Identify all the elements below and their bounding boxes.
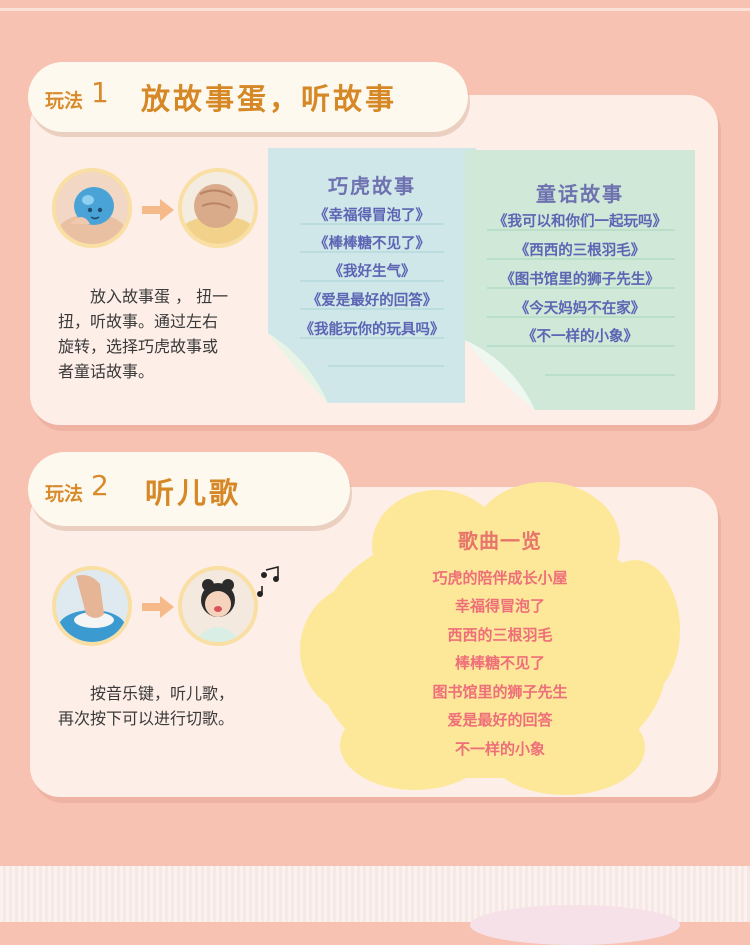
story-egg-photo [52, 168, 132, 248]
section1-number: 1 [91, 76, 109, 109]
section2-title: 听儿歌 [145, 476, 242, 510]
section1-description-line: 扭，听故事。通过左右 [58, 312, 219, 331]
section2-description-line: 按音乐键，听儿歌， [90, 684, 235, 703]
story-item: 《我能玩你的玩具吗》 [299, 322, 445, 338]
music-button-photo [52, 566, 132, 646]
story-item: 《幸福得冒泡了》 [314, 208, 430, 224]
section2-label: 玩法 [45, 483, 84, 505]
story-item: 《棒棒糖不见了》 [314, 236, 430, 252]
section1-tab: 玩法 1 放故事蛋，听故事 [28, 62, 468, 132]
fairy-tales-note: 童话故事 《我可以和你们一起玩吗》 《西西的三根羽毛》 《图书馆里的狮子先生》 … [465, 150, 695, 410]
bottom-blob [470, 905, 680, 945]
song-item: 图书馆里的狮子先生 [432, 683, 568, 701]
section1-description: 放入故事蛋 ， 扭一 扭，听故事。通过左右 旋转，选择巧虎故事或 者童话故事。 [58, 284, 248, 384]
section2-tab: 玩法 2 听儿歌 [28, 452, 350, 526]
song-item: 西西的三根羽毛 [447, 626, 553, 644]
section1-description-line: 者童话故事。 [58, 362, 155, 381]
twist-hand-photo [178, 168, 258, 248]
section2-description: 按音乐键，听儿歌， 再次按下可以进行切歌。 [58, 681, 268, 731]
fairy-tales-title: 童话故事 [536, 182, 624, 206]
song-item: 不一样的小象 [454, 740, 545, 758]
top-divider [0, 8, 750, 11]
story-item: 《爱是最好的回答》 [306, 293, 438, 309]
music-notes-icon [257, 566, 279, 597]
section1-title: 放故事蛋，听故事 [141, 82, 398, 116]
note-lines [268, 223, 444, 403]
story-item: 《不一样的小象》 [522, 329, 638, 345]
section1-description-line: 旋转，选择巧虎故事或 [58, 337, 219, 356]
section1-label: 玩法 [45, 90, 84, 112]
story-item: 《我好生气》 [328, 264, 416, 280]
song-item: 爱是最好的回答 [447, 711, 553, 729]
singing-girl-photo [178, 566, 258, 646]
arrow-right-icon [142, 596, 174, 618]
story-item: 《我可以和你们一起玩吗》 [493, 214, 667, 230]
song-list-title: 歌曲一览 [458, 529, 542, 553]
story-item: 《今天妈妈不在家》 [514, 301, 646, 317]
section2-number: 2 [91, 469, 109, 502]
story-item: 《图书馆里的狮子先生》 [500, 272, 660, 288]
tiger-stories-title: 巧虎故事 [328, 174, 416, 198]
song-item: 幸福得冒泡了 [454, 597, 545, 615]
song-item: 棒棒糖不见了 [454, 654, 545, 672]
story-item: 《西西的三根羽毛》 [514, 243, 646, 259]
tiger-stories-note: 巧虎故事 《幸福得冒泡了》 《棒棒糖不见了》 《我好生气》 《爱是最好的回答》 … [268, 148, 476, 403]
section2-description-line: 再次按下可以进行切歌。 [58, 709, 235, 728]
section1-description-line: 放入故事蛋 ， 扭一 [90, 287, 229, 306]
arrow-right-icon [142, 199, 174, 221]
note-lines [465, 229, 675, 410]
song-item: 巧虎的陪伴成长小屋 [432, 569, 568, 587]
